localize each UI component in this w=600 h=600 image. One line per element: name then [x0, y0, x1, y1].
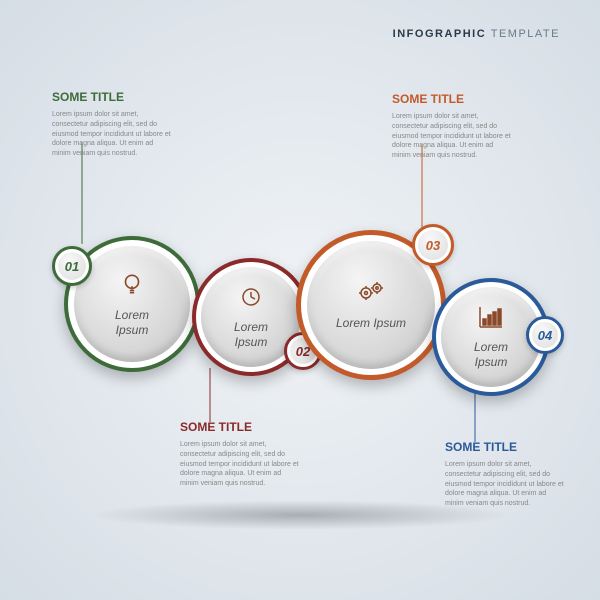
text-block-c1: SOME TITLE Lorem ipsum dolor sit amet, co… [52, 90, 172, 159]
badge-number: 03 [418, 230, 448, 260]
header-bold: INFOGRAPHIC [393, 28, 487, 40]
circle-inner: Lorem Ipsum [307, 241, 435, 369]
bulb-icon [119, 271, 145, 302]
header-light: TEMPLATE [491, 28, 560, 40]
badge-number: 04 [532, 322, 558, 348]
number-badge-03: 03 [412, 224, 454, 266]
text-block-c2: SOME TITLE Lorem ipsum dolor sit amet, co… [180, 420, 300, 489]
circle-c2: LoremIpsum02 [192, 258, 310, 376]
text-block-c4: SOME TITLE Lorem ipsum dolor sit amet, co… [445, 440, 565, 509]
number-badge-04: 04 [526, 316, 564, 354]
clock-icon [239, 285, 263, 314]
text-block-c3: SOME TITLE Lorem ipsum dolor sit amet, co… [392, 92, 512, 161]
gears-icon [356, 279, 386, 310]
number-badge-01: 01 [52, 246, 92, 286]
block-title: SOME TITLE [445, 440, 565, 454]
block-title: SOME TITLE [180, 420, 300, 434]
block-body: Lorem ipsum dolor sit amet, consectetur … [52, 110, 172, 159]
circle-label: LoremIpsum [115, 308, 149, 337]
circle-c1: LoremIpsum01 [64, 236, 200, 372]
block-title: SOME TITLE [52, 90, 172, 104]
circle-c3: Lorem Ipsum 03 [296, 230, 446, 380]
circle-label: Lorem Ipsum [336, 316, 406, 330]
block-body: Lorem ipsum dolor sit amet, consectetur … [180, 440, 300, 489]
chart-icon [478, 305, 504, 334]
block-body: Lorem ipsum dolor sit amet, consectetur … [392, 112, 512, 161]
block-title: SOME TITLE [392, 92, 512, 106]
circle-label: LoremIpsum [234, 320, 268, 349]
circle-c4: LoremIpsum04 [432, 278, 550, 396]
block-body: Lorem ipsum dolor sit amet, consectetur … [445, 460, 565, 509]
badge-number: 01 [58, 252, 86, 280]
circle-label: LoremIpsum [474, 340, 508, 369]
header-title: INFOGRAPHIC TEMPLATE [393, 28, 560, 40]
